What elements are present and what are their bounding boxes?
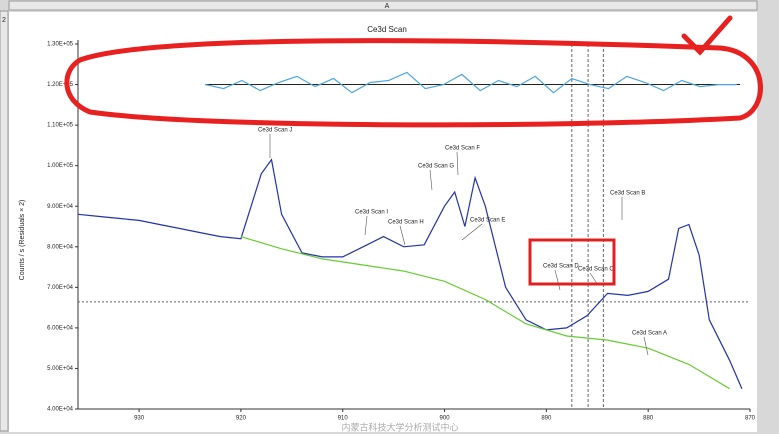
annotation-leader: [554, 269, 561, 291]
annotation-leader: [643, 336, 649, 356]
y-tick-label: 1.30E+05: [47, 42, 74, 48]
series-line: [205, 71, 737, 94]
y-tick-label: 6.00E+04: [47, 325, 74, 331]
red-box: [528, 238, 616, 286]
series-line: [240, 236, 730, 390]
peak-annotation: Ce3d Scan J: [258, 128, 292, 134]
y-tick-label: 5.00E+04: [47, 366, 74, 372]
x-tick-label: 930: [134, 416, 145, 422]
peak-annotation: Ce3d Scan A: [632, 331, 667, 337]
row-label: 2: [2, 17, 6, 24]
red-check: [681, 15, 733, 56]
y-tick-label: 7.00E+04: [47, 285, 74, 291]
y-axis-label: Counts / s (Residuals × 2): [19, 200, 26, 281]
peak-annotation: Ce3d Scan B: [610, 191, 645, 197]
annotation-leader: [364, 215, 368, 236]
y-tick-label: 1.00E+05: [47, 163, 74, 169]
plot-panel: [9, 12, 757, 432]
annotation-leader: [461, 223, 483, 241]
peak-annotation: Ce3d Scan I: [355, 210, 388, 216]
peak-annotation: Ce3d Scan D: [543, 264, 579, 270]
peak-annotation: Ce3d Scan H: [388, 220, 424, 226]
chart-title: Ce3d Scan: [367, 25, 407, 34]
y-tick-label: 8.00E+04: [47, 244, 74, 250]
column-header[interactable]: [8, 0, 758, 11]
series-line: [77, 158, 743, 389]
x-tick-label: 910: [338, 416, 349, 422]
peak-annotation: Ce3d Scan F: [445, 146, 480, 152]
x-tick-label: 890: [541, 416, 552, 422]
x-tick-label: 920: [236, 416, 247, 422]
peak-annotation: Ce3d Scan E: [470, 218, 505, 224]
row-header[interactable]: [0, 10, 9, 432]
y-tick-label: 9.00E+04: [47, 204, 74, 210]
x-tick-label: 880: [643, 416, 654, 422]
annotation-leader: [456, 151, 459, 176]
y-tick-label: 4.00E+04: [47, 407, 74, 413]
peak-annotation: Ce3d Scan G: [418, 164, 454, 170]
watermark: 内蒙古科技大学分析测试中心: [341, 421, 458, 432]
red-ellipse: [64, 38, 763, 128]
x-tick-label: 870: [745, 416, 756, 422]
annotation-leader: [429, 169, 433, 191]
peak-annotation: Ce3d Scan C: [578, 267, 614, 273]
y-tick-label: 1.20E+05: [47, 82, 74, 88]
annotation-leader: [399, 225, 406, 246]
column-label: A: [385, 3, 390, 10]
y-tick-label: 1.10E+05: [47, 123, 74, 129]
x-tick-label: 900: [440, 416, 451, 422]
